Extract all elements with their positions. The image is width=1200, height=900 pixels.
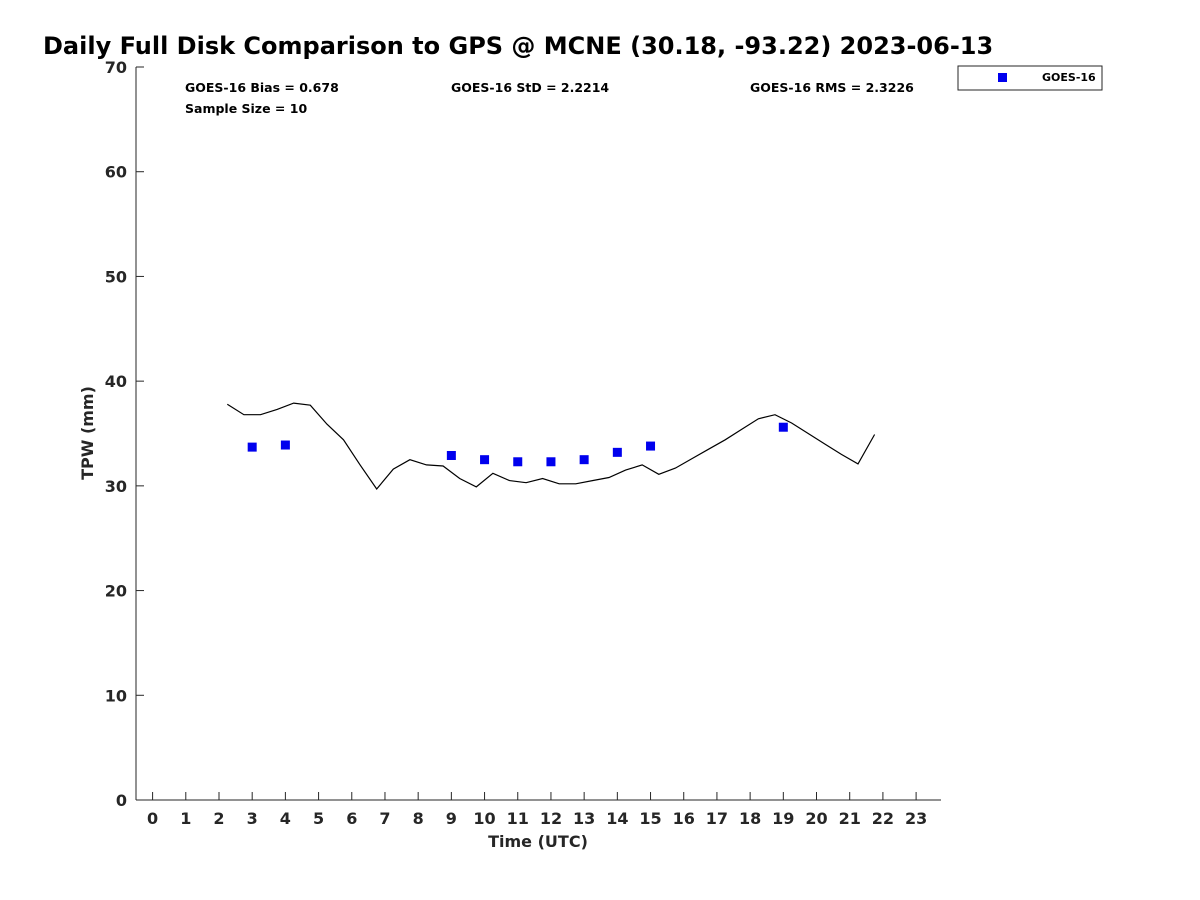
goes16-points <box>247 422 788 467</box>
y-ticks: 0 10 20 30 40 50 60 70 <box>105 58 144 810</box>
x-tick-label: 9 <box>446 809 457 828</box>
x-tick-label: 14 <box>606 809 628 828</box>
gps-line <box>226 402 876 490</box>
x-tick-label: 11 <box>507 809 529 828</box>
x-tick-label: 3 <box>247 809 258 828</box>
goes16-point <box>446 450 456 460</box>
std-stat: GOES-16 StD = 2.2214 <box>451 80 609 95</box>
legend-box <box>957 65 1103 91</box>
x-tick-label: 20 <box>805 809 827 828</box>
legend-label: GOES-16 <box>1042 71 1096 84</box>
y-tick-label: 30 <box>105 477 127 496</box>
axes <box>135 67 941 801</box>
goes16-point <box>247 442 257 452</box>
x-tick-label: 4 <box>280 809 291 828</box>
x-tick-label: 10 <box>473 809 495 828</box>
x-tick-label: 23 <box>905 809 927 828</box>
legend-marker <box>998 73 1007 82</box>
goes16-point <box>280 440 290 450</box>
x-axis-label: Time (UTC) <box>488 832 588 851</box>
sample-size-stat: Sample Size = 10 <box>185 101 307 116</box>
x-tick-label: 13 <box>573 809 595 828</box>
y-axis-label: TPW (mm) <box>78 386 97 480</box>
x-tick-label: 0 <box>147 809 158 828</box>
x-ticks: 0 1 2 3 4 5 6 7 8 9 10 11 12 13 14 15 16 17 18 19 20 21 22 23 <box>147 792 927 828</box>
y-tick-label: 40 <box>105 372 127 391</box>
gps-line-path <box>226 402 876 490</box>
goes16-point <box>612 447 622 457</box>
x-tick-label: 16 <box>673 809 695 828</box>
x-tick-label: 2 <box>213 809 224 828</box>
bias-stat: GOES-16 Bias = 0.678 <box>185 80 339 95</box>
x-tick-label: 15 <box>639 809 661 828</box>
goes16-point <box>778 422 788 432</box>
y-tick-label: 0 <box>116 791 127 810</box>
x-tick-label: 17 <box>706 809 728 828</box>
goes16-point <box>579 455 589 465</box>
y-tick-label: 10 <box>105 686 127 705</box>
goes16-point <box>546 457 556 467</box>
chart-title: Daily Full Disk Comparison to GPS @ MCNE… <box>43 32 993 60</box>
x-tick-label: 19 <box>772 809 794 828</box>
y-tick-label: 20 <box>105 582 127 601</box>
legend: GOES-16 <box>957 65 1103 91</box>
x-tick-label: 1 <box>180 809 191 828</box>
goes16-point <box>480 455 490 465</box>
x-tick-label: 8 <box>413 809 424 828</box>
x-tick-label: 7 <box>379 809 390 828</box>
x-tick-label: 12 <box>540 809 562 828</box>
x-tick-label: 21 <box>839 809 861 828</box>
x-tick-label: 18 <box>739 809 761 828</box>
rms-stat: GOES-16 RMS = 2.3226 <box>750 80 914 95</box>
y-tick-label: 60 <box>105 163 127 182</box>
x-tick-label: 22 <box>872 809 894 828</box>
y-tick-label: 70 <box>105 58 127 77</box>
goes16-point <box>513 457 523 467</box>
y-tick-label: 50 <box>105 267 127 286</box>
x-tick-label: 6 <box>346 809 357 828</box>
goes16-point <box>646 441 656 451</box>
x-tick-label: 5 <box>313 809 324 828</box>
